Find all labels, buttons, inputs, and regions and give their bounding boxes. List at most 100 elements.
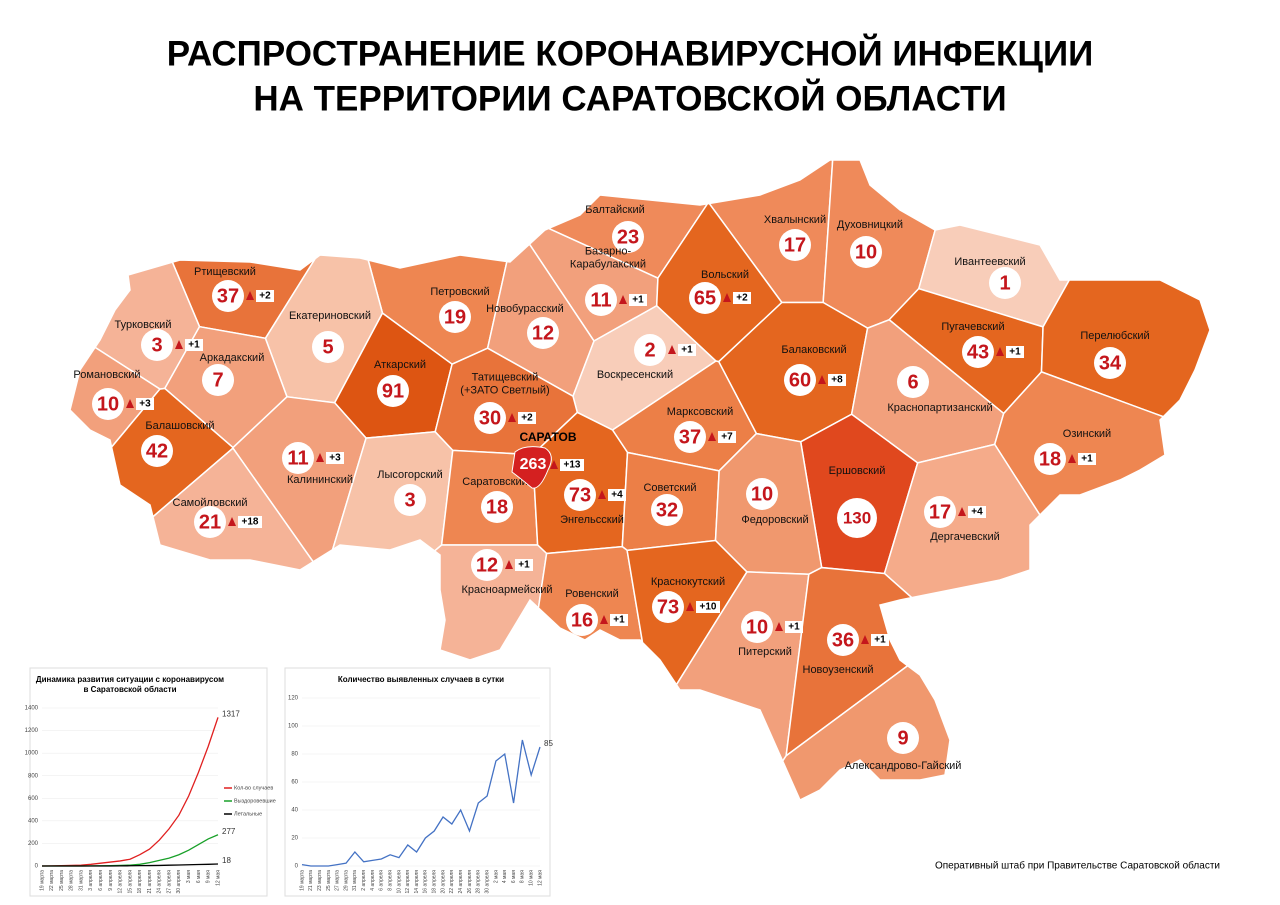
region-name: Краснокутский	[651, 576, 725, 588]
y-tick-label: 1000	[25, 751, 39, 757]
y-tick-label: 120	[288, 696, 299, 702]
increase-box	[560, 459, 584, 471]
y-tick-label: 100	[288, 724, 299, 730]
x-tick-label: 3 апреля	[88, 870, 94, 891]
increase-box	[610, 614, 628, 626]
region-name: Самойловский	[173, 497, 248, 509]
region-name: Энгельсский	[560, 514, 624, 526]
x-tick-label: 10 апреля	[396, 870, 402, 894]
region-name: Ивантеевский	[954, 256, 1025, 268]
x-tick-label: 25 марта	[59, 870, 65, 891]
count-label: 43	[967, 341, 989, 363]
count-circle	[585, 284, 617, 316]
count-circle	[652, 591, 684, 623]
region-name: Хвалынский	[764, 214, 826, 226]
x-tick-label: 12 апреля	[118, 870, 124, 894]
increase-label: +2	[259, 291, 271, 302]
x-tick-label: 18 апреля	[137, 870, 143, 894]
count-circle	[471, 549, 503, 581]
count-circle	[924, 496, 956, 528]
x-tick-label: 4 мая	[502, 870, 508, 883]
chart-frame	[29, 667, 268, 897]
increase-marker	[600, 615, 608, 624]
increase-box	[871, 634, 889, 646]
count-circle	[194, 506, 226, 538]
y-tick-label: 80	[291, 752, 298, 758]
count-circle	[674, 421, 706, 453]
x-tick-label: 30 апреля	[176, 870, 182, 894]
region-name: Ртищевский	[194, 266, 256, 278]
increase-label: +1	[188, 340, 200, 351]
count-label: 11	[590, 289, 611, 311]
count-circle	[837, 498, 877, 538]
count-label: 12	[532, 322, 554, 344]
count-circle	[92, 388, 124, 420]
region-name: Ровенский	[565, 588, 619, 600]
x-tick-label: 6 мая	[196, 870, 202, 883]
region-name: Екатериновский	[289, 310, 371, 322]
end-label: 1317	[222, 709, 240, 718]
end-label: 277	[222, 827, 236, 836]
y-tick-label: 400	[28, 818, 39, 824]
increase-marker	[996, 347, 1004, 356]
count-label: 73	[569, 484, 591, 506]
count-label: 23	[617, 226, 639, 248]
increase-label: +1	[681, 345, 693, 356]
increase-label: +1	[613, 615, 625, 626]
region-name: Дергачевский	[930, 531, 1000, 543]
y-tick-label: 1400	[25, 706, 39, 712]
x-tick-label: 24 апреля	[157, 870, 163, 894]
x-tick-label: 6 апреля	[379, 870, 385, 891]
count-label: 19	[444, 306, 466, 328]
region-name: Питерский	[738, 646, 792, 658]
series-line	[42, 863, 219, 867]
count-circle	[962, 336, 994, 368]
count-circle	[377, 375, 409, 407]
city-count: 263	[520, 456, 547, 473]
count-label: 11	[287, 447, 308, 469]
x-tick-label: 26 апреля	[467, 870, 473, 894]
count-circle	[612, 221, 644, 253]
increase-marker	[175, 340, 183, 349]
count-label: 21	[199, 511, 221, 533]
x-tick-label: 29 марта	[343, 870, 349, 891]
increase-label: +1	[1081, 454, 1093, 465]
count-circle	[566, 604, 598, 636]
increase-marker	[505, 560, 513, 569]
increase-label: +18	[242, 517, 259, 528]
count-circle	[850, 236, 882, 268]
legend-label: Выздоровевшие	[234, 798, 276, 804]
increase-box	[968, 506, 986, 518]
region-name: Перелюбский	[1080, 330, 1149, 342]
x-tick-label: 2 мая	[493, 870, 499, 883]
count-label: 17	[929, 501, 951, 523]
x-tick-label: 12 мая	[215, 870, 221, 886]
y-tick-label: 0	[295, 864, 299, 870]
y-tick-label: 20	[291, 836, 298, 842]
chart-title: в Саратовской области	[83, 685, 176, 694]
increase-marker	[246, 291, 254, 300]
increase-label: +3	[139, 399, 151, 410]
increase-box	[136, 398, 154, 410]
region-name: (+ЗАТО Светлый)	[460, 384, 549, 396]
count-label: 2	[644, 339, 655, 361]
x-tick-label: 31 марта	[78, 870, 84, 891]
legend-label: Кол-во случаев	[234, 785, 273, 791]
count-circle	[282, 442, 314, 474]
increase-marker	[958, 507, 966, 516]
map	[69, 159, 1211, 802]
count-label: 3	[404, 489, 415, 511]
increase-marker	[1068, 454, 1076, 463]
x-tick-label: 9 апреля	[108, 870, 114, 891]
increase-marker	[723, 293, 731, 302]
count-label: 10	[855, 241, 877, 263]
count-circle	[481, 491, 513, 523]
x-tick-label: 21 марта	[308, 870, 314, 891]
y-tick-label: 0	[35, 864, 39, 870]
chart: Количество выявленных случаев в сутки 0 20…	[284, 667, 553, 897]
count-label: 17	[784, 234, 806, 256]
x-tick-label: 30 апреля	[484, 870, 490, 894]
end-label: 85	[544, 739, 553, 748]
region-name: Петровский	[430, 286, 489, 298]
